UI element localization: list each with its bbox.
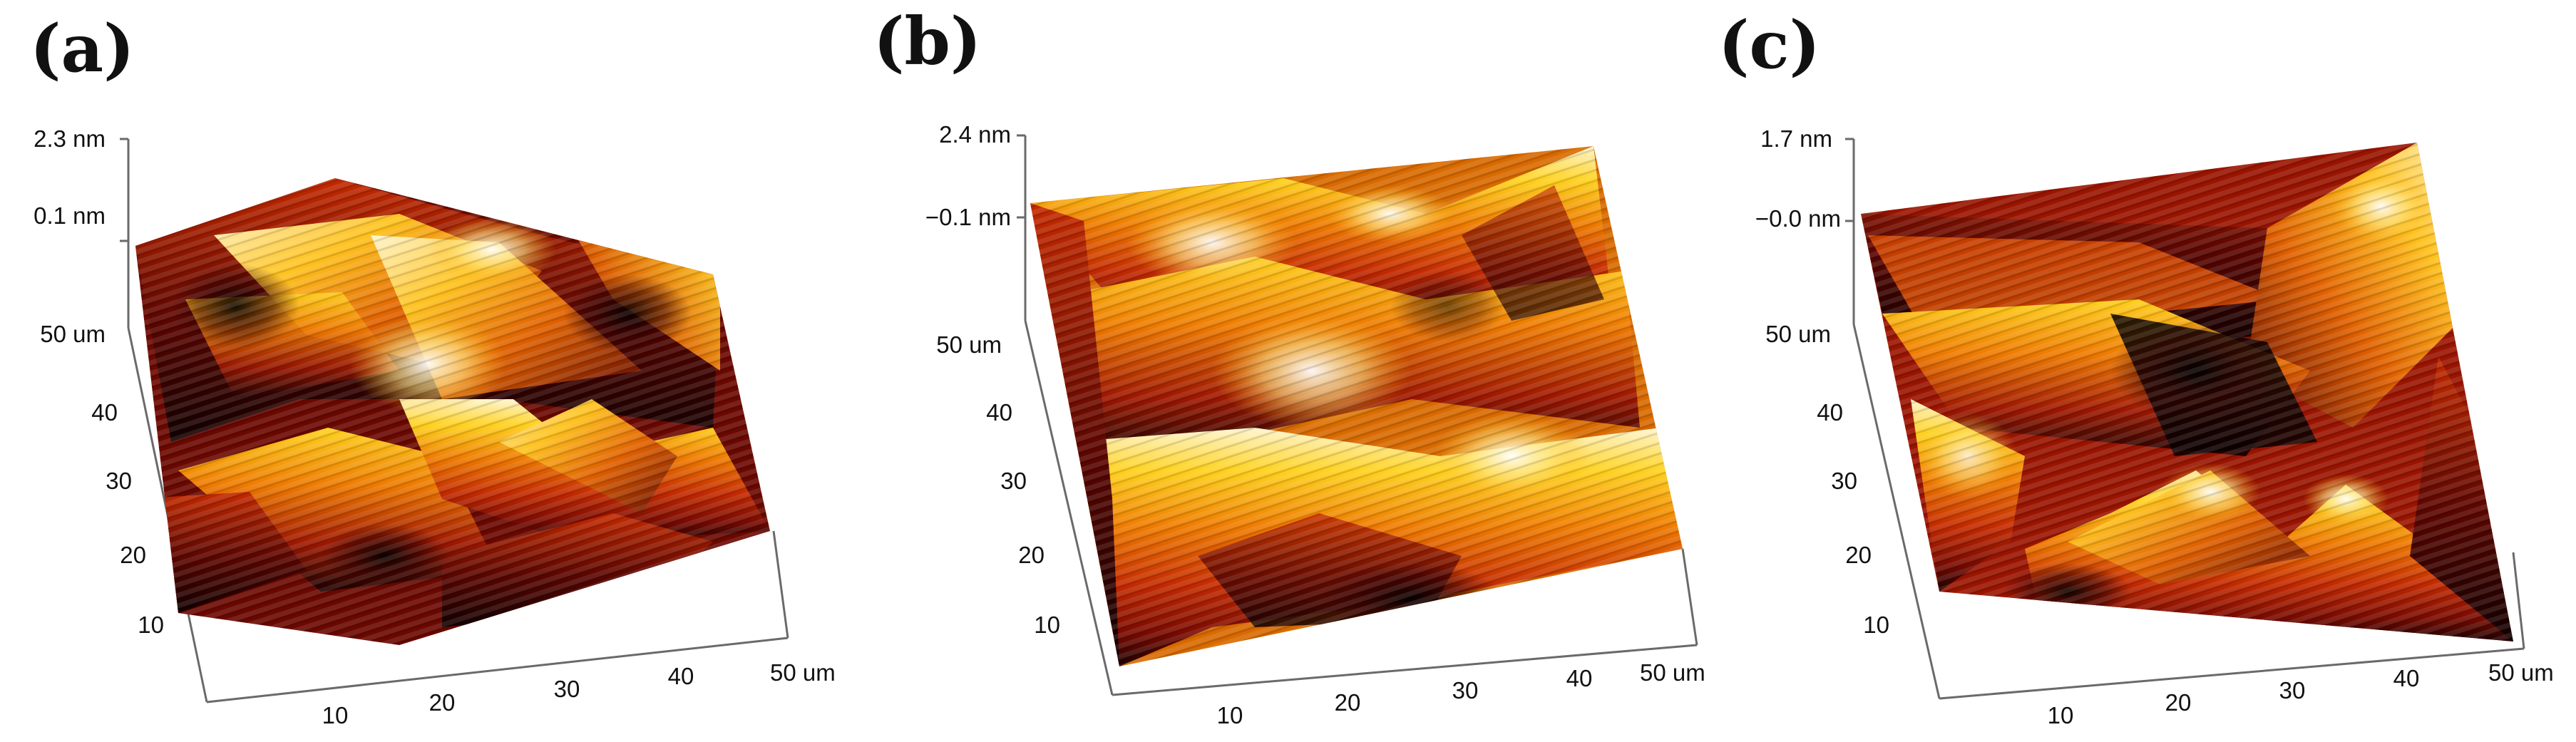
panel-a: (a) bbox=[30, 10, 836, 728]
y-tick: 10 bbox=[138, 612, 164, 638]
x-tick: 40 bbox=[2393, 665, 2420, 691]
y-tick: 10 bbox=[1863, 612, 1889, 638]
y-tick: 30 bbox=[1831, 468, 1857, 494]
x-tick: 30 bbox=[1452, 677, 1479, 704]
panel-label: (b) bbox=[873, 3, 981, 80]
afm-surface bbox=[1861, 143, 2513, 641]
panel-label: (c) bbox=[1718, 6, 1820, 83]
z-max-label: 2.3 nm bbox=[34, 125, 106, 152]
x-tick: 30 bbox=[2279, 677, 2306, 704]
z-ref-label: −0.0 nm bbox=[1755, 205, 1841, 232]
afm-surface bbox=[135, 178, 770, 645]
axes bbox=[120, 138, 789, 704]
panel-c: (c) 1.7 nm bbox=[1718, 6, 2554, 728]
z-max-label: 1.7 nm bbox=[1760, 125, 1832, 152]
y-tick: 10 bbox=[1034, 612, 1060, 638]
x-tick: 20 bbox=[429, 689, 456, 716]
y-tick: 20 bbox=[120, 542, 146, 568]
y-tick: 20 bbox=[1845, 542, 1872, 568]
x-tick: 20 bbox=[1335, 689, 1361, 716]
x-tick: 10 bbox=[1217, 702, 1243, 728]
y-tick: 20 bbox=[1018, 542, 1045, 568]
panel-label: (a) bbox=[30, 10, 135, 87]
axes bbox=[1845, 138, 2525, 700]
afm-surface bbox=[1030, 146, 1683, 666]
y-tick: 30 bbox=[1000, 468, 1027, 494]
y-tick: 40 bbox=[91, 399, 118, 426]
x-tick: 10 bbox=[322, 702, 349, 728]
x-tick: 30 bbox=[554, 676, 580, 702]
x-end-label: 50 um bbox=[2488, 659, 2554, 686]
y-tick: 40 bbox=[1817, 399, 1843, 426]
z-ref-label: −0.1 nm bbox=[925, 204, 1011, 230]
z-max-label: 2.4 nm bbox=[939, 121, 1011, 148]
z-ref-label: 0.1 nm bbox=[34, 202, 106, 229]
panel-b: (b) 2.4 nm −0.1 nm 50 um bbox=[873, 3, 1705, 728]
x-tick: 20 bbox=[2165, 689, 2192, 716]
x-end-label: 50 um bbox=[1640, 659, 1705, 686]
axes bbox=[1017, 134, 1698, 696]
y-end-label: 50 um bbox=[1765, 321, 1831, 347]
y-end-label: 50 um bbox=[936, 331, 1002, 358]
y-end-label: 50 um bbox=[40, 321, 106, 347]
y-tick: 40 bbox=[986, 399, 1012, 426]
x-tick: 40 bbox=[1566, 665, 1593, 691]
x-end-label: 50 um bbox=[770, 659, 836, 686]
x-tick: 10 bbox=[2048, 702, 2074, 728]
y-tick: 30 bbox=[106, 468, 132, 494]
x-tick: 40 bbox=[668, 663, 694, 689]
